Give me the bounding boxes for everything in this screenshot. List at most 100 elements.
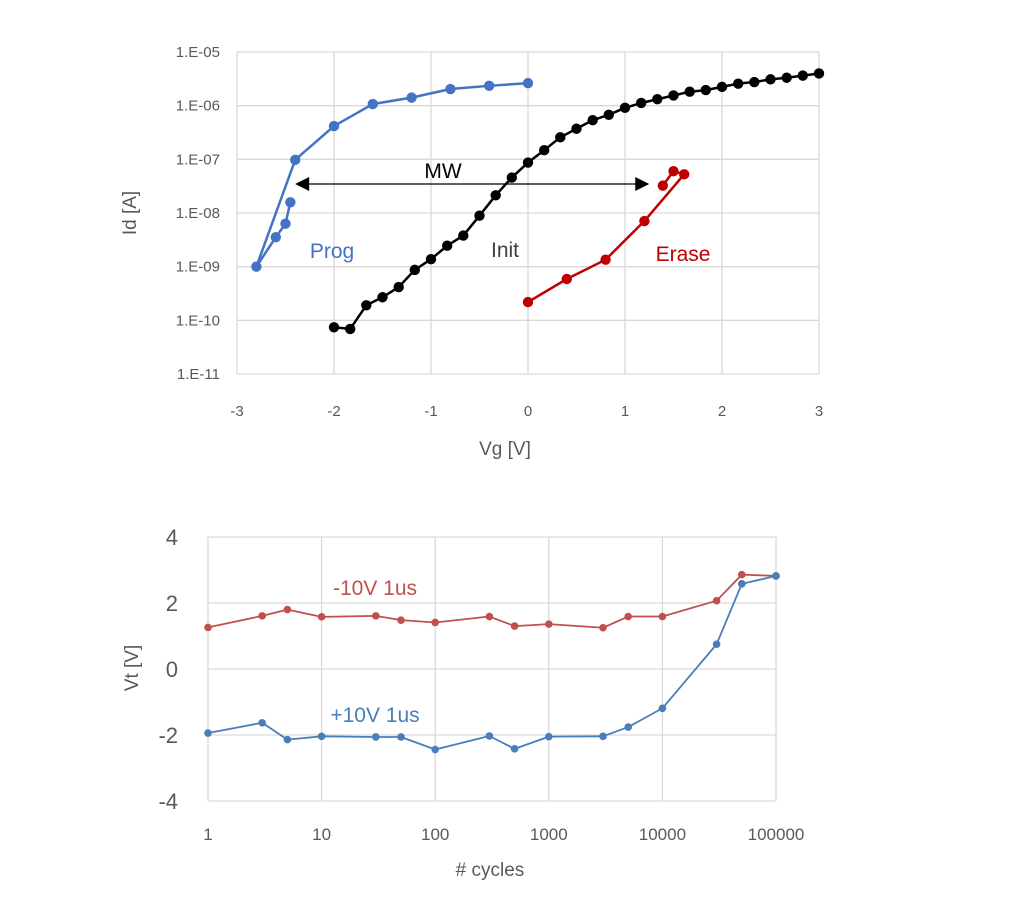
x-tick-label: 0 — [524, 403, 532, 420]
x-tick-label: -2 — [327, 403, 340, 420]
data-point-program — [397, 733, 405, 741]
data-point-program — [624, 723, 633, 731]
data-point-init — [781, 72, 792, 83]
data-point-prog — [367, 98, 378, 110]
endurance-x-axis-title: # cycles — [456, 860, 525, 881]
data-point-prog — [285, 197, 296, 208]
data-point-init — [732, 78, 744, 89]
data-point-init — [668, 90, 679, 101]
data-point-erase — [639, 215, 650, 227]
arrowhead-right-icon — [635, 177, 650, 192]
x-tick-label: 1000 — [530, 825, 568, 844]
data-point-program — [712, 640, 721, 649]
data-point-erase — [317, 613, 326, 621]
data-point-erase — [204, 623, 212, 632]
data-point-erase — [678, 169, 690, 180]
erase-label: Erase — [656, 243, 711, 266]
data-point-init — [587, 114, 598, 126]
series-line-init — [333, 72, 820, 331]
y-tick-label: -4 — [158, 789, 178, 814]
data-point-erase — [431, 618, 440, 627]
mw-arrow — [295, 177, 650, 192]
data-point-program — [317, 732, 326, 741]
y-tick-label: 1.E-07 — [176, 151, 220, 168]
data-point-init — [635, 97, 647, 109]
endurance-series — [204, 570, 780, 754]
x-tick-label: 100000 — [748, 825, 805, 844]
data-point-program — [431, 745, 440, 754]
arrowhead-left-icon — [295, 177, 310, 192]
data-point-erase — [599, 623, 607, 632]
y-tick-label: 1.E-09 — [176, 259, 220, 276]
endurance-tick-labels: 1 10 100 1000 10000 100000 4 2 0 -2 -4 — [158, 525, 804, 844]
prog-label: Prog — [310, 240, 354, 263]
data-point-erase — [258, 612, 267, 620]
mw-label: MW — [424, 160, 461, 183]
y-tick-label: 1.E-08 — [176, 205, 220, 222]
data-point-init — [684, 86, 695, 97]
data-point-init — [619, 102, 631, 114]
data-point-init — [522, 157, 534, 168]
init-label: Init — [491, 239, 519, 262]
data-point-init — [506, 172, 518, 183]
data-point-init — [441, 240, 453, 251]
x-tick-label: -3 — [230, 403, 243, 420]
y-tick-label: 1.E-05 — [176, 44, 220, 61]
data-point-init — [749, 76, 760, 88]
data-point-prog — [270, 231, 281, 243]
series-line-program — [207, 575, 777, 751]
data-point-erase — [657, 180, 669, 191]
data-point-erase — [658, 612, 667, 621]
data-point-program — [599, 732, 607, 741]
data-point-erase — [561, 273, 572, 285]
data-point-program — [545, 732, 553, 741]
endurance-y-axis-title: Vt [V] — [122, 645, 143, 691]
x-tick-label: 100 — [421, 825, 449, 844]
data-point-init — [377, 292, 388, 303]
series-line-erase — [207, 573, 777, 629]
data-point-program — [283, 735, 292, 744]
data-point-erase — [397, 616, 405, 624]
data-point-erase — [600, 254, 611, 265]
data-point-init — [393, 281, 404, 293]
program-pulse-label: +10V 1us — [330, 704, 419, 727]
data-point-prog — [522, 77, 534, 89]
data-point-erase — [712, 596, 721, 605]
erase-pulse-label: -10V 1us — [333, 577, 417, 600]
y-tick-label: 4 — [166, 525, 178, 550]
data-point-prog — [406, 92, 417, 103]
idvg-x-axis-title: Vg [V] — [479, 439, 531, 460]
data-point-program — [372, 733, 380, 741]
x-tick-label: -1 — [424, 403, 437, 420]
data-point-init — [765, 74, 776, 85]
x-tick-label: 2 — [718, 403, 726, 420]
endurance-chart: 1 10 100 1000 10000 100000 4 2 0 -2 -4 # cycles Vt… — [122, 525, 804, 881]
data-point-erase — [372, 612, 380, 620]
x-tick-label: 10 — [312, 825, 331, 844]
data-point-program — [485, 732, 494, 740]
data-point-init — [409, 264, 421, 276]
data-point-erase — [485, 612, 494, 621]
data-point-prog — [328, 120, 340, 132]
data-point-init — [603, 109, 615, 120]
data-point-init — [652, 94, 663, 105]
endurance-gridlines — [207, 536, 777, 802]
y-tick-label: -2 — [158, 723, 178, 748]
data-point-init — [361, 300, 372, 311]
data-point-program — [738, 580, 746, 588]
series-line-prog — [255, 81, 529, 268]
data-point-prog — [251, 261, 262, 272]
data-point-erase — [522, 296, 534, 308]
data-point-init — [328, 322, 340, 333]
y-tick-label: 0 — [166, 657, 178, 682]
data-point-init — [571, 123, 582, 134]
idvg-series — [251, 68, 825, 335]
data-point-program — [510, 745, 519, 753]
data-point-erase — [283, 605, 292, 614]
data-point-init — [813, 68, 825, 79]
data-point-erase — [738, 570, 746, 579]
idvg-y-axis-title: Id [A] — [120, 191, 141, 235]
x-tick-label: 10000 — [639, 825, 686, 844]
data-point-prog — [445, 83, 456, 95]
data-point-init — [538, 145, 550, 156]
